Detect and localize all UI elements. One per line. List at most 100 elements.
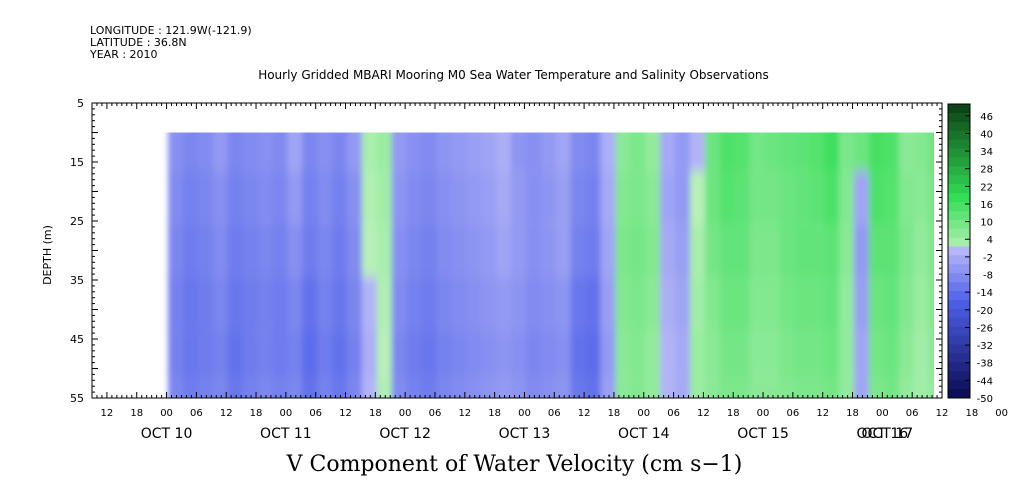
heatmap-cell — [704, 170, 722, 224]
x-tick-label: 12 — [936, 408, 949, 419]
heatmap-cell — [555, 170, 573, 224]
heatmap-cell — [854, 223, 871, 278]
heatmap-cell — [824, 277, 842, 331]
heatmap-cell — [719, 277, 737, 331]
heatmap-cell — [302, 277, 320, 331]
x-axis: 12 18 00 06 12 18 00 06 12 18 00 06 12 18 00 06 12 18 00 06… — [91, 103, 1008, 442]
heatmap-cell — [913, 132, 931, 171]
heatmap-cell — [824, 170, 842, 224]
heatmap-cell — [645, 170, 663, 224]
heatmap-cell — [511, 330, 528, 378]
heatmap-cell — [391, 132, 409, 171]
heatmap-cell — [168, 223, 185, 278]
colorbar-segment — [948, 282, 970, 292]
heatmap-cell — [272, 277, 290, 331]
heatmap-cell — [346, 132, 364, 171]
colorbar-segment — [948, 335, 970, 346]
heatmap-cell — [287, 170, 305, 224]
heatmap-cell — [615, 223, 633, 278]
colorbar-segment — [948, 255, 970, 265]
heatmap-cell — [272, 377, 290, 398]
heatmap-cell — [496, 377, 514, 398]
heatmap-cell — [719, 223, 737, 278]
colorbar-tick-label: -50 — [977, 394, 993, 405]
heatmap-cell — [555, 223, 573, 278]
heatmap-cell — [406, 132, 424, 171]
heatmap-cell — [496, 223, 514, 278]
x-tick-label: 18 — [727, 408, 740, 419]
heatmap-cell — [376, 132, 394, 171]
colorbar-segment — [948, 344, 970, 354]
heatmap-cell — [883, 377, 901, 398]
heatmap-cell — [630, 223, 648, 278]
heatmap-cell — [794, 330, 812, 378]
heatmap-cell — [481, 277, 499, 331]
x-tick-label: 06 — [190, 408, 203, 419]
colorbar-segment — [948, 193, 970, 203]
heatmap-cell — [660, 330, 678, 378]
heatmap-cell — [212, 330, 230, 378]
heatmap-cell — [973, 330, 990, 377]
x-tick-label: 00 — [160, 408, 173, 419]
heatmap-cell — [734, 377, 752, 398]
heatmap-cell — [287, 132, 305, 171]
heatmap-cell — [540, 377, 558, 398]
x-tick-label: 00 — [876, 408, 889, 419]
heatmap-cell — [212, 132, 230, 171]
heatmap-cell — [854, 377, 871, 398]
heatmap-cell — [168, 170, 185, 224]
heatmap-cell — [689, 330, 707, 378]
heatmap-cell — [346, 170, 364, 224]
heatmap-cell — [302, 377, 320, 398]
x-date-label: OCT 17 — [862, 426, 914, 442]
heatmap-cell — [883, 330, 901, 378]
heatmap-cell — [197, 170, 215, 224]
heatmap-cell — [615, 330, 633, 378]
heatmap-cell — [451, 170, 469, 224]
heatmap-cell — [764, 132, 782, 171]
heatmap-cell — [779, 132, 797, 171]
heatmap-cell — [779, 330, 797, 378]
colorbar-segment — [948, 380, 970, 390]
heatmap-cell — [182, 170, 200, 224]
heatmap-cell — [540, 170, 558, 224]
heatmap-cell — [317, 132, 335, 171]
x-tick-label: 18 — [369, 408, 382, 419]
x-tick-label: 00 — [518, 408, 531, 419]
heatmap-cell — [376, 170, 394, 224]
x-tick-label: 06 — [548, 408, 561, 419]
heatmap-cell — [212, 277, 230, 331]
heatmap-cell — [794, 277, 812, 331]
colorbar-tick-label: -44 — [977, 376, 993, 387]
heatmap-cell — [615, 377, 633, 398]
heatmap-cell — [868, 377, 886, 398]
colorbar-segment — [948, 210, 970, 221]
heatmap-cell — [898, 277, 916, 331]
heatmap-cell — [317, 170, 335, 224]
heatmap-cell — [451, 377, 469, 398]
y-tick-label: 35 — [70, 274, 84, 287]
heatmap-cell — [317, 377, 335, 398]
x-date-label: OCT 14 — [618, 426, 670, 442]
colorbar-segment — [948, 184, 970, 194]
heatmap-cell — [615, 132, 633, 171]
heatmap-cell — [749, 330, 767, 378]
x-date-label: OCT 10 — [141, 426, 193, 442]
colorbar-tick-label: 16 — [980, 200, 993, 211]
heatmap-cell — [570, 330, 588, 378]
heatmap-cell — [675, 277, 692, 331]
colorbar-segment — [948, 371, 970, 381]
heatmap-cell — [719, 132, 737, 171]
heatmap-cell — [615, 277, 633, 331]
heatmap-cell — [704, 330, 722, 378]
heatmap-cell — [630, 377, 648, 398]
x-tick-label: 18 — [608, 408, 621, 419]
heatmap-cell — [436, 277, 454, 331]
colorbar-segment — [948, 317, 970, 328]
heatmap-cell — [332, 377, 349, 398]
heatmap-cell — [719, 377, 737, 398]
heatmap-cell — [406, 377, 424, 398]
y-axis-label: DEPTH (m) — [41, 225, 54, 285]
heatmap-cell — [913, 277, 931, 331]
